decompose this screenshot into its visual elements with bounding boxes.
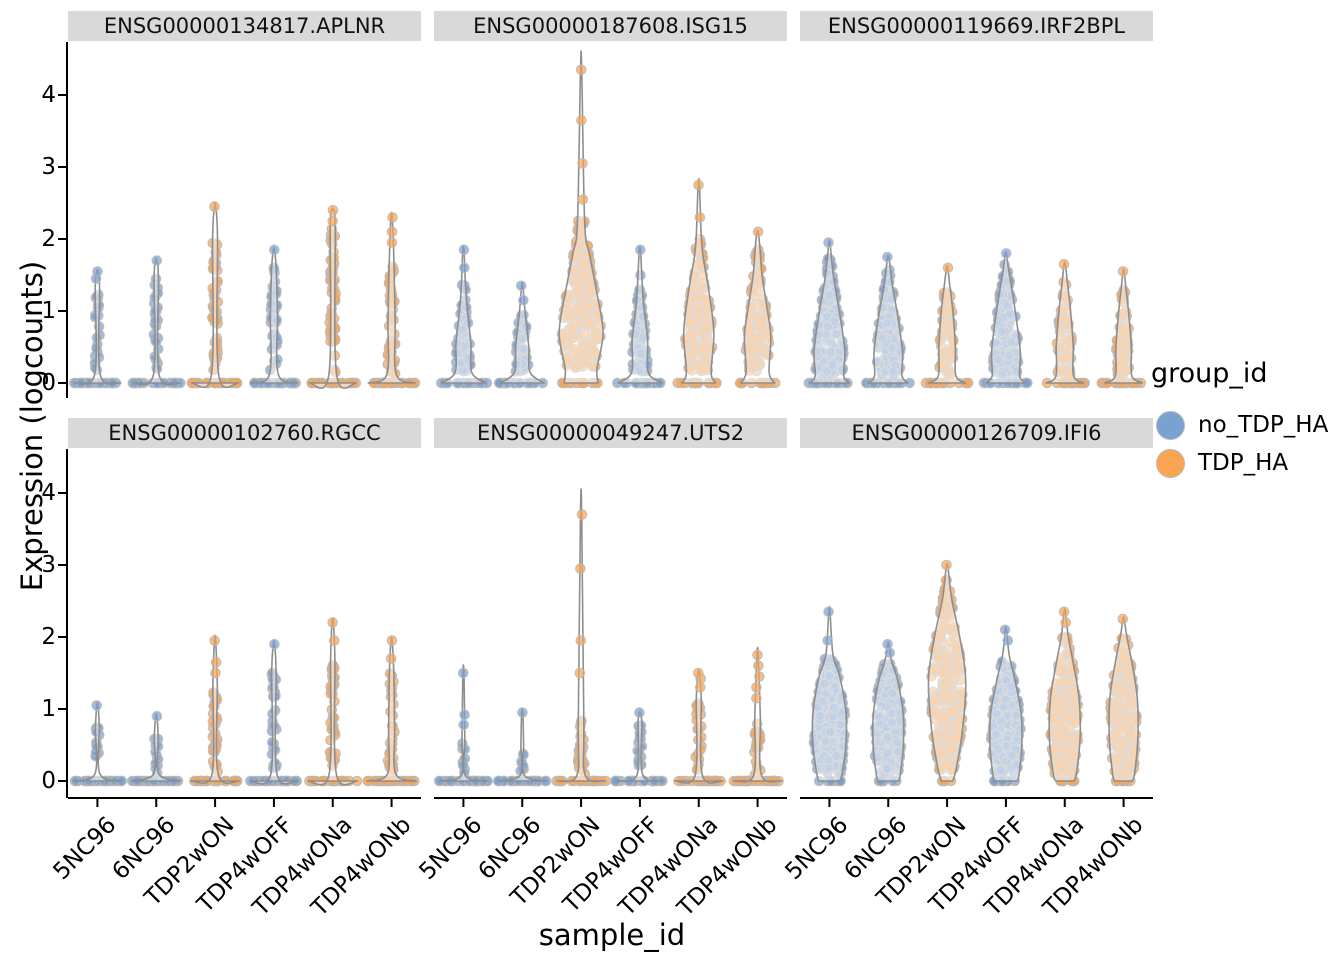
violin-outline xyxy=(73,268,122,385)
y-tick-label: 1 xyxy=(41,298,56,324)
violin-outline xyxy=(72,701,123,782)
violin-6NC96 xyxy=(861,251,915,389)
violin-6NC96 xyxy=(492,707,552,787)
y-tick-label: 4 xyxy=(41,82,56,108)
violin-outline xyxy=(1048,607,1082,782)
violin-outline xyxy=(249,639,299,785)
violin-6NC96 xyxy=(493,280,548,389)
violin-outline xyxy=(249,246,298,384)
violin-outline xyxy=(558,50,604,384)
violin-outline xyxy=(556,488,606,783)
violin-TDP4wONb xyxy=(362,635,420,787)
y-tick-label: 4 xyxy=(41,480,56,506)
violin-panel xyxy=(808,559,1142,787)
violin-TDP2wON xyxy=(556,50,606,389)
violin-panel xyxy=(68,201,421,389)
violin-5NC96 xyxy=(803,237,853,389)
violin-panel xyxy=(434,488,784,787)
violin-TDP4wONa xyxy=(672,177,722,389)
violin-TDP4wONb xyxy=(367,211,421,389)
violin-TDP4wONb xyxy=(728,646,784,787)
violin-panel xyxy=(436,50,781,389)
violin-outline xyxy=(1108,615,1139,782)
violin-outline xyxy=(191,201,240,389)
violin-TDP4wOFF xyxy=(612,244,666,389)
violin-5NC96 xyxy=(808,605,851,787)
violin-TDP4wOFF xyxy=(610,707,668,787)
y-tick-label: 0 xyxy=(41,370,56,396)
violin-6NC96 xyxy=(127,255,186,389)
y-tick-label: 3 xyxy=(41,154,56,180)
y-tick-label: 2 xyxy=(41,624,56,650)
violin-5NC96 xyxy=(68,266,122,389)
violin-outline xyxy=(989,625,1023,782)
violin-TDP2wON xyxy=(186,201,243,389)
facet-strip: ENSG00000049247.UTS2 xyxy=(434,418,787,448)
legend-title: group_id xyxy=(1151,358,1268,389)
violin-TDP4wONa xyxy=(673,667,726,787)
violin-outline xyxy=(927,264,967,384)
violin-outline xyxy=(615,710,665,783)
violin-panel xyxy=(69,617,420,787)
violin-outline xyxy=(1104,268,1143,384)
y-tick-label: 3 xyxy=(41,552,56,578)
violin-outline xyxy=(497,707,548,782)
violin-outline xyxy=(681,177,717,384)
violin-TDP2wON xyxy=(926,559,968,787)
violin-outline xyxy=(867,254,909,384)
violin-outline xyxy=(308,207,357,389)
violin-TDP4wONa xyxy=(1041,258,1090,389)
violin-outline xyxy=(617,245,663,384)
violin-TDP2wON xyxy=(189,634,243,787)
facet-strip: ENSG00000134817.APLNR xyxy=(68,11,421,41)
y-axis-title: Expression (logcounts) xyxy=(15,260,49,592)
violin-6NC96 xyxy=(126,710,184,787)
violin-TDP4wOFF xyxy=(985,624,1026,787)
facet-strip: ENSG00000187608.ISG15 xyxy=(434,11,787,41)
violin-5NC96 xyxy=(434,664,493,787)
facet-strip: ENSG00000102760.RGCC xyxy=(68,418,421,448)
legend-label: TDP_HA xyxy=(1198,450,1289,476)
violin-TDP4wOFF xyxy=(978,248,1033,389)
facet-strip: ENSG00000126709.IFI6 xyxy=(800,418,1153,448)
y-tick-label: 0 xyxy=(41,768,56,794)
facet-strip: ENSG00000119669.IRF2BPL xyxy=(800,11,1153,41)
violin-TDP4wONb xyxy=(734,226,781,389)
legend-swatch-TDP_HA xyxy=(1156,449,1185,478)
violin-TDP4wONa xyxy=(1045,606,1084,787)
violin-outline xyxy=(131,712,182,782)
legend-label: no_TDP_HA xyxy=(1198,412,1329,438)
violin-outline xyxy=(811,605,848,782)
x-axis-title: sample_id xyxy=(538,918,686,952)
violin-5NC96 xyxy=(69,700,127,787)
violin-TDP4wOFF xyxy=(249,244,301,389)
y-tick-label: 1 xyxy=(41,696,56,722)
violin-TDP4wONb xyxy=(1105,613,1142,787)
violin-outline xyxy=(732,646,783,783)
violin-TDP4wONa xyxy=(304,617,363,787)
violin-TDP2wON xyxy=(920,262,974,389)
violin-outline xyxy=(871,641,905,782)
violin-5NC96 xyxy=(436,244,493,389)
y-tick-label: 2 xyxy=(41,226,56,252)
violin-outline xyxy=(132,257,181,386)
violin-TDP4wOFF xyxy=(245,638,302,787)
legend-swatch-no_TDP_HA xyxy=(1156,411,1185,440)
violin-outline xyxy=(1045,261,1085,384)
violin-TDP4wONb xyxy=(1096,266,1147,389)
violin-6NC96 xyxy=(869,638,907,787)
violin-TDP2wON xyxy=(551,488,611,787)
violin-TDP4wONa xyxy=(306,204,362,389)
violin-panel xyxy=(803,237,1147,389)
violin-outline xyxy=(927,562,967,782)
